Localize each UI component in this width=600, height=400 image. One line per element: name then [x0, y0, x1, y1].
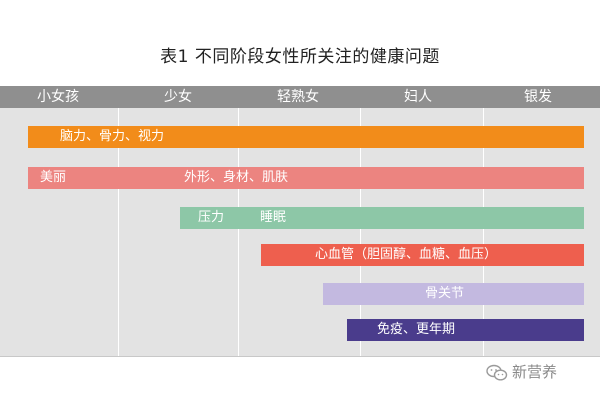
bar-label: 免疫、更年期: [377, 322, 456, 337]
bar-bone-joints: 骨关节: [323, 283, 584, 305]
bar-brain-bone-vision: 脑力、骨力、视力: [28, 126, 584, 148]
bar-label: 外形、身材、肌肤: [184, 170, 289, 185]
bar-stress-sleep: 压力 睡眠: [180, 207, 584, 229]
bar-label: 骨关节: [425, 286, 465, 301]
plot-area: [0, 108, 600, 356]
bar-cardiovascular: 心血管（胆固醇、血糖、血压）: [261, 244, 584, 266]
bar-label: 脑力、骨力、视力: [60, 129, 165, 144]
bar-beauty: 美丽 外形、身材、肌肤: [28, 167, 584, 189]
watermark-text: 新营养: [512, 363, 558, 381]
stage-divider: [118, 108, 119, 356]
wechat-icon: [486, 364, 508, 382]
stage-label-silver: 银发: [524, 89, 552, 105]
stage-label-teen-girl: 少女: [164, 89, 192, 105]
stage-divider: [360, 108, 361, 356]
stage-label-woman: 妇人: [404, 89, 432, 105]
stage-divider: [238, 108, 239, 356]
stage-divider: [483, 108, 484, 356]
stage-label-young-woman: 轻熟女: [277, 89, 319, 105]
diagram-title: 表1 不同阶段女性所关注的健康问题: [160, 47, 440, 67]
watermark: 新营养: [486, 360, 596, 384]
baseline: [0, 356, 600, 357]
bar-label: 睡眠: [260, 210, 287, 225]
bar-label: 压力: [198, 210, 225, 225]
stage-header: 小女孩 少女 轻熟女 妇人 银发: [0, 86, 600, 108]
bar-label: 心血管（胆固醇、血糖、血压）: [315, 247, 498, 262]
bar-immunity-menopause: 免疫、更年期: [347, 319, 584, 341]
bar-label: 美丽: [40, 170, 67, 185]
stage-label-little-girl: 小女孩: [37, 89, 79, 105]
